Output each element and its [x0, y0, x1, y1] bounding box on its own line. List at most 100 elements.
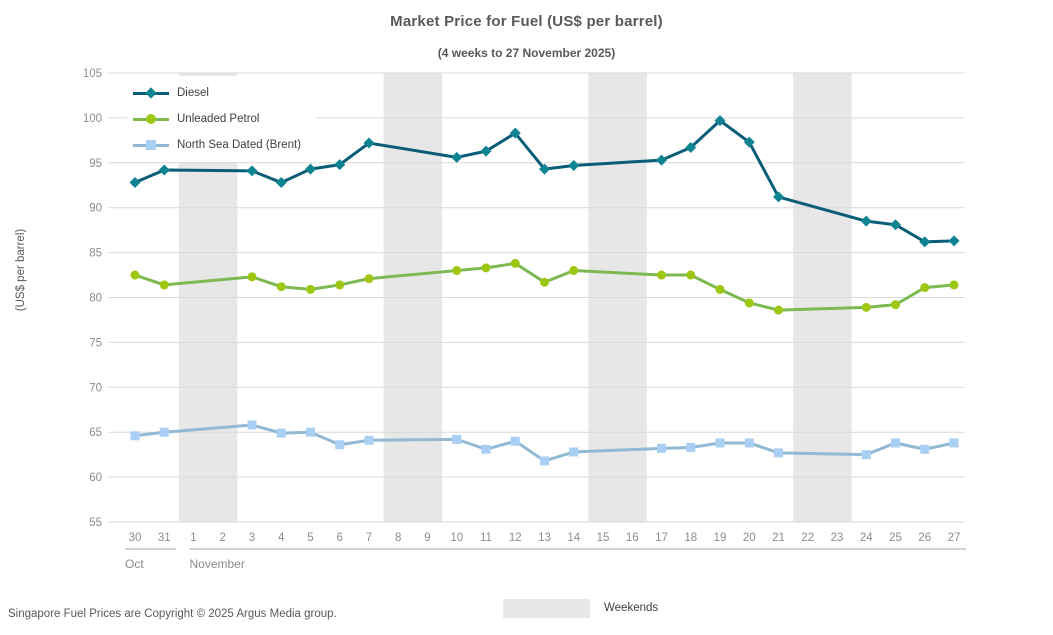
- data-point-north-sea-dated-brent: [247, 420, 257, 430]
- y-tick-label: 75: [89, 337, 102, 349]
- x-tick-label: 21: [772, 532, 785, 544]
- data-point-diesel: [890, 219, 901, 231]
- x-tick-label: 6: [337, 532, 343, 544]
- weekends-legend-swatch: [503, 599, 590, 618]
- data-point-diesel: [948, 235, 960, 247]
- data-point-unleaded-petrol: [130, 270, 140, 280]
- x-tick-label: 22: [801, 532, 814, 544]
- chart-title: Market Price for Fuel (US$ per barrel): [390, 13, 663, 30]
- data-point-unleaded-petrol: [276, 282, 286, 292]
- data-point-unleaded-petrol: [335, 280, 345, 290]
- x-tick-label: 14: [567, 532, 580, 544]
- data-point-north-sea-dated-brent: [130, 431, 140, 441]
- legend-label-unleaded-petrol: Unleaded Petrol: [177, 113, 260, 125]
- data-point-diesel: [363, 137, 375, 149]
- x-tick-label: 25: [889, 532, 902, 544]
- data-point-diesel: [743, 136, 755, 148]
- x-tick-label: 8: [395, 532, 401, 544]
- data-point-north-sea-dated-brent: [452, 434, 462, 444]
- data-point-north-sea-dated-brent: [920, 444, 930, 454]
- x-tick-label: 16: [626, 532, 639, 544]
- data-point-unleaded-petrol: [364, 274, 374, 284]
- x-tick-label: 26: [918, 532, 931, 544]
- data-point-diesel: [568, 159, 580, 171]
- data-point-unleaded-petrol: [920, 283, 930, 293]
- y-tick-label: 90: [89, 203, 102, 215]
- copyright-footer: Singapore Fuel Prices are Copyright © 20…: [8, 608, 337, 620]
- data-point-unleaded-petrol: [744, 298, 754, 308]
- y-tick-label: 105: [83, 68, 102, 80]
- x-tick-label: 9: [424, 532, 430, 544]
- x-tick-label: 4: [278, 532, 285, 544]
- data-point-north-sea-dated-brent: [364, 435, 374, 445]
- month-label: Oct: [125, 557, 144, 571]
- data-point-unleaded-petrol: [569, 266, 579, 276]
- legend-item-diesel: Diesel: [133, 80, 301, 106]
- x-tick-label: 15: [597, 532, 610, 544]
- y-tick-label: 65: [89, 427, 102, 439]
- data-point-north-sea-dated-brent: [715, 438, 725, 448]
- data-point-diesel: [509, 127, 521, 139]
- data-point-diesel: [919, 236, 931, 248]
- x-tick-label: 1: [190, 532, 196, 544]
- data-point-diesel: [656, 154, 667, 166]
- x-tick-label: 5: [307, 532, 313, 544]
- data-point-unleaded-petrol: [715, 284, 725, 294]
- data-point-north-sea-dated-brent: [306, 427, 315, 437]
- data-point-unleaded-petrol: [247, 272, 257, 282]
- data-point-diesel: [714, 115, 726, 127]
- data-point-diesel: [275, 177, 287, 189]
- y-tick-label: 55: [89, 517, 102, 529]
- data-point-unleaded-petrol: [861, 302, 871, 312]
- diamond-marker-icon: [133, 87, 169, 99]
- legend-item-north-sea-dated-brent: North Sea Dated (Brent): [133, 132, 301, 158]
- x-tick-label: 24: [860, 532, 873, 544]
- x-tick-label: 17: [655, 532, 668, 544]
- data-point-unleaded-petrol: [891, 300, 900, 310]
- x-tick-label: 20: [743, 532, 756, 544]
- legend-label-north-sea-dated-brent: North Sea Dated (Brent): [177, 139, 302, 151]
- data-point-diesel: [480, 145, 492, 157]
- data-point-diesel: [246, 165, 258, 177]
- x-tick-label: 13: [538, 532, 551, 544]
- data-point-north-sea-dated-brent: [686, 442, 696, 452]
- data-point-diesel: [451, 151, 463, 163]
- data-point-north-sea-dated-brent: [949, 438, 959, 448]
- chart-legend: Diesel Unleaded Petrol North Sea Dated (Br…: [127, 76, 316, 162]
- y-tick-label: 95: [89, 158, 102, 170]
- x-tick-label: 3: [249, 532, 255, 544]
- data-point-north-sea-dated-brent: [744, 438, 754, 448]
- data-point-unleaded-petrol: [686, 270, 696, 280]
- data-point-north-sea-dated-brent: [774, 448, 783, 458]
- y-tick-label: 100: [83, 113, 102, 125]
- data-point-north-sea-dated-brent: [861, 450, 871, 460]
- data-point-diesel: [860, 215, 872, 227]
- data-point-north-sea-dated-brent: [481, 444, 491, 454]
- chart-subtitle: (4 weeks to 27 November 2025): [437, 46, 616, 60]
- square-marker-icon: [133, 139, 169, 151]
- data-point-north-sea-dated-brent: [891, 438, 900, 448]
- data-point-unleaded-petrol: [481, 263, 491, 273]
- y-tick-label: 85: [89, 248, 102, 260]
- data-point-unleaded-petrol: [774, 305, 783, 315]
- data-point-north-sea-dated-brent: [510, 436, 520, 446]
- data-point-north-sea-dated-brent: [276, 428, 286, 438]
- circle-marker-icon: [133, 113, 169, 125]
- data-point-diesel: [773, 191, 784, 203]
- data-point-unleaded-petrol: [540, 277, 549, 287]
- data-point-diesel: [158, 164, 170, 176]
- data-point-unleaded-petrol: [159, 280, 169, 290]
- weekends-legend-label: Weekends: [604, 602, 659, 614]
- x-tick-label: 7: [366, 532, 372, 544]
- x-tick-label: 23: [831, 532, 844, 544]
- data-point-north-sea-dated-brent: [159, 427, 169, 437]
- x-tick-label: 27: [948, 532, 961, 544]
- x-tick-label: 18: [684, 532, 697, 544]
- y-tick-label: 80: [89, 293, 102, 305]
- data-point-north-sea-dated-brent: [335, 440, 345, 450]
- x-tick-label: 12: [509, 532, 522, 544]
- data-point-north-sea-dated-brent: [540, 456, 549, 466]
- data-point-north-sea-dated-brent: [657, 443, 666, 453]
- x-tick-label: 19: [714, 532, 727, 544]
